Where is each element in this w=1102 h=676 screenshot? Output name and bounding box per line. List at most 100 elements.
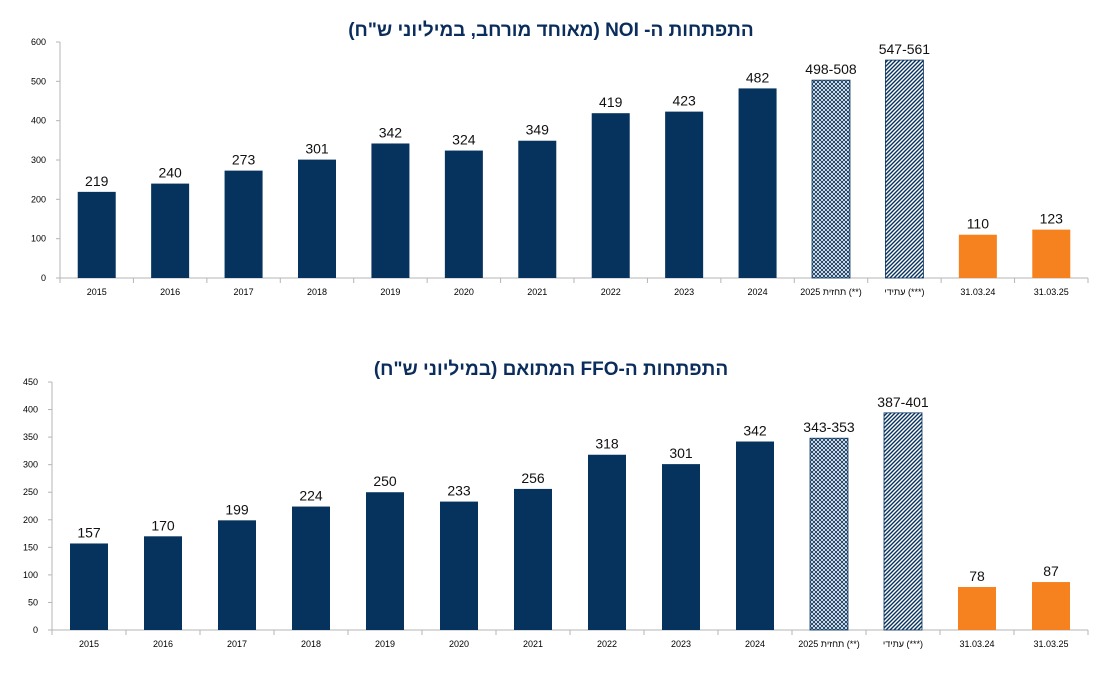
ffo-bar — [736, 441, 774, 630]
ffo-value-label: 318 — [595, 436, 619, 452]
ffo-y-tick-label: 250 — [23, 487, 38, 497]
ffo-category-label: 2020 — [449, 639, 469, 649]
noi-category-label: 2020 — [454, 287, 474, 297]
noi-category-label: 2024 — [748, 287, 768, 297]
noi-bar — [518, 140, 557, 278]
ffo-value-label: 78 — [969, 568, 985, 584]
ffo-value-label: 199 — [225, 501, 249, 517]
noi-category-label: 2021 — [527, 287, 547, 297]
ffo-y-tick-label: 200 — [23, 515, 38, 525]
ffo-category-label: 2017 — [227, 639, 247, 649]
noi-category-label: תחזית 2025 (**) — [800, 287, 861, 297]
ffo-bar — [958, 587, 996, 630]
noi-category-label: 2019 — [380, 287, 400, 297]
noi-bar — [958, 234, 997, 278]
noi-y-tick-label: 0 — [41, 273, 46, 283]
noi-category-label: 31.03.24 — [960, 287, 995, 297]
ffo-category-label: 2021 — [523, 639, 543, 649]
ffo-bar — [218, 520, 256, 630]
noi-value-label: 482 — [746, 69, 770, 85]
ffo-category-label: 2023 — [671, 639, 691, 649]
ffo-value-label: 250 — [373, 473, 397, 489]
ffo-bar — [440, 501, 478, 630]
ffo-value-label: 87 — [1043, 563, 1059, 579]
noi-category-label: 2016 — [160, 287, 180, 297]
noi-y-tick-label: 200 — [31, 194, 46, 204]
noi-bar — [371, 143, 410, 278]
noi-value-label: 240 — [158, 165, 182, 181]
noi-chart: התפתחות ה- NOI (מאוחד מורחב, במיליוני ש"… — [0, 0, 1102, 320]
ffo-bar — [292, 506, 330, 630]
noi-y-tick-label: 300 — [31, 155, 46, 165]
noi-chart-plot: 0 100 200 300 400 500 600 219 2015 240 2016 273 2017… — [31, 37, 1089, 297]
noi-value-label: 419 — [599, 94, 623, 110]
noi-value-label: 349 — [526, 122, 550, 138]
noi-y-tick-label: 500 — [31, 76, 46, 86]
ffo-category-label: עתידי (***) — [883, 639, 923, 649]
ffo-category-label: 2016 — [153, 639, 173, 649]
ffo-value-label: 387-401 — [877, 394, 929, 410]
ffo-category-label: 2015 — [79, 639, 99, 649]
ffo-bar — [1032, 582, 1070, 630]
ffo-category-label: 31.03.25 — [1033, 639, 1068, 649]
ffo-category-label: 2024 — [745, 639, 765, 649]
ffo-bar — [588, 454, 626, 630]
ffo-bar — [809, 437, 849, 631]
noi-y-tick-label: 600 — [31, 37, 46, 47]
noi-category-label: 2022 — [601, 287, 621, 297]
noi-value-label: 498-508 — [805, 61, 857, 77]
noi-value-label: 110 — [967, 216, 990, 232]
noi-bar — [298, 159, 336, 278]
noi-category-label: 2015 — [87, 287, 107, 297]
ffo-value-label: 343-353 — [803, 419, 855, 435]
noi-value-label: 273 — [232, 152, 256, 168]
ffo-value-label: 342 — [743, 423, 767, 439]
ffo-bar — [366, 492, 404, 630]
noi-bar — [591, 113, 630, 279]
ffo-chart-title: התפתחות ה-FFO המתואם (במיליוני ש"ח) — [373, 359, 729, 380]
ffo-bar — [662, 464, 700, 630]
noi-bar — [444, 150, 483, 278]
noi-category-label: 2023 — [674, 287, 694, 297]
ffo-category-label: 2022 — [597, 639, 617, 649]
ffo-category-label: 2018 — [301, 639, 321, 649]
noi-value-label: 324 — [452, 132, 476, 148]
ffo-category-label: 2019 — [375, 639, 395, 649]
ffo-y-tick-label: 350 — [23, 432, 38, 442]
noi-category-label: 2017 — [234, 287, 254, 297]
noi-bar — [224, 170, 263, 278]
noi-bar — [665, 111, 704, 279]
ffo-y-tick-label: 50 — [28, 597, 38, 607]
noi-category-label: 31.03.25 — [1034, 287, 1069, 297]
noi-category-label: עתידי (***) — [884, 287, 924, 297]
noi-value-label: 123 — [1040, 211, 1064, 227]
noi-y-tick-label: 400 — [31, 116, 46, 126]
noi-value-label: 219 — [85, 173, 109, 189]
ffo-value-label: 224 — [299, 488, 323, 504]
ffo-y-tick-label: 450 — [23, 377, 38, 387]
noi-value-label: 301 — [305, 141, 329, 157]
ffo-bar — [883, 412, 923, 631]
ffo-y-tick-label: 0 — [33, 625, 38, 635]
noi-bar — [738, 88, 777, 278]
ffo-value-label: 233 — [447, 483, 471, 499]
ffo-value-label: 170 — [151, 517, 175, 533]
ffo-bar — [514, 488, 552, 630]
noi-y-tick-label: 100 — [31, 234, 46, 244]
noi-value-label: 423 — [672, 93, 696, 109]
ffo-value-label: 256 — [521, 470, 545, 486]
ffo-bar — [144, 536, 182, 630]
noi-value-label: 342 — [379, 124, 403, 140]
ffo-y-tick-label: 400 — [23, 405, 38, 415]
noi-value-label: 547-561 — [879, 41, 931, 57]
ffo-y-tick-label: 150 — [23, 542, 38, 552]
noi-bar — [77, 191, 116, 278]
ffo-category-label: 31.03.24 — [959, 639, 994, 649]
ffo-y-tick-label: 100 — [23, 570, 38, 580]
ffo-value-label: 301 — [669, 445, 693, 461]
noi-bar — [811, 79, 851, 279]
ffo-category-label: תחזית 2025 (**) — [798, 639, 859, 649]
noi-bar — [885, 59, 924, 279]
